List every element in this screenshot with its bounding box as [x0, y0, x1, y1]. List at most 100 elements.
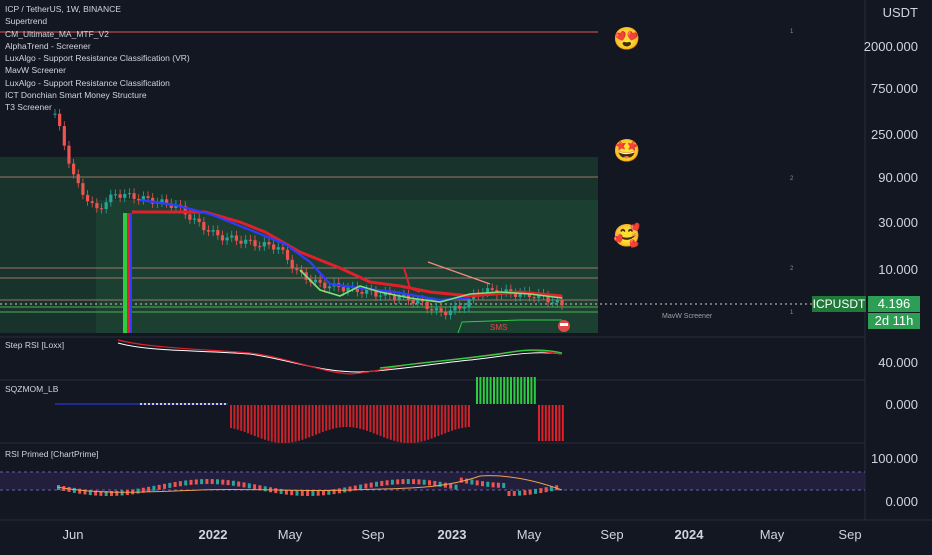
- sr-zone-inner: [96, 200, 598, 333]
- sqz-bar: [260, 405, 263, 439]
- candle-body: [85, 194, 90, 202]
- rsi-candle: [438, 481, 442, 487]
- rsi-candle: [332, 489, 336, 495]
- indicator-name[interactable]: LuxAlgo - Support Resistance Classificat…: [5, 53, 190, 64]
- rsi-candle: [258, 485, 262, 491]
- sqzmom-title[interactable]: SQZMOM_LB: [5, 384, 59, 394]
- rsi-candle: [412, 479, 416, 485]
- candle-body: [62, 126, 66, 146]
- sqz-bar: [523, 377, 526, 404]
- indicator-name[interactable]: ICT Donchian Smart Money Structure: [5, 90, 147, 101]
- candle-body: [99, 208, 104, 210]
- sqz-bar: [355, 405, 358, 429]
- sqz-bar: [417, 405, 419, 443]
- candle-body: [518, 292, 522, 297]
- rsi-candle: [290, 490, 294, 496]
- candle-body: [202, 222, 206, 231]
- rsi-candle: [337, 488, 341, 494]
- sqz-bar: [304, 405, 307, 439]
- step-rsi-title[interactable]: Step RSI [Loxx]: [5, 340, 65, 350]
- ma-line: [139, 198, 471, 302]
- candle-body: [267, 242, 271, 245]
- step-rsi-signal: [379, 349, 563, 369]
- rsi-candle: [168, 482, 172, 488]
- sqz-bar: [503, 377, 506, 404]
- candle-body: [53, 113, 57, 115]
- sqz-bar: [496, 377, 499, 404]
- time-label: 2022: [198, 527, 228, 542]
- sqz-bar: [413, 405, 416, 443]
- sqz-bar: [520, 377, 523, 404]
- rsi-candle: [99, 490, 103, 496]
- candle-body: [285, 249, 290, 260]
- candle-body: [253, 240, 257, 247]
- sqz-bar: [510, 377, 512, 404]
- rsi-candle: [231, 480, 235, 486]
- sqz-bar: [393, 405, 396, 441]
- sqz-dot: [160, 403, 162, 405]
- rsi-primed-title[interactable]: RSI Primed [ChartPrime]: [5, 449, 99, 459]
- sqz-bar: [318, 405, 321, 434]
- indicator-name[interactable]: Supertrend: [5, 16, 48, 27]
- candle-body: [132, 193, 136, 199]
- sqz-bar: [389, 405, 392, 440]
- candle-body: [430, 309, 434, 311]
- rsi-candle: [141, 487, 145, 493]
- rsi-candle: [380, 480, 384, 486]
- sqz-bar: [321, 405, 324, 433]
- rsi-candle: [518, 490, 522, 496]
- candle-body: [113, 194, 118, 196]
- indicator-name[interactable]: LuxAlgo - Support Resistance Classificat…: [5, 77, 170, 88]
- indicator-name[interactable]: T3 Screener: [5, 102, 52, 113]
- trendline: [427, 261, 491, 285]
- sqz-bar: [379, 405, 382, 437]
- sqz-bar: [403, 405, 406, 443]
- sqz-dot: [196, 403, 198, 405]
- time-label: May: [516, 527, 542, 542]
- time-label: Jun: [62, 527, 84, 542]
- sqz-bar: [308, 405, 311, 438]
- candle-body: [318, 279, 322, 283]
- rsi-candle: [200, 479, 204, 485]
- last-price-badge: ICPUSDT 4.196 2d 11h: [812, 296, 920, 330]
- sqz-bar: [372, 405, 375, 434]
- candle-body: [72, 163, 76, 175]
- sqz-dot: [148, 403, 150, 405]
- rsi-candle: [385, 480, 389, 486]
- step-rsi-line: [117, 342, 563, 373]
- candle-body: [458, 305, 462, 309]
- sqz-bar: [369, 405, 372, 433]
- sqz-bar: [315, 405, 317, 435]
- sqz-bar: [476, 377, 478, 404]
- rsi-candle: [189, 479, 193, 485]
- sqz-bar: [499, 377, 502, 404]
- badge-countdown: 2d 11h: [868, 313, 920, 329]
- rsi-candle: [443, 482, 447, 488]
- sqz-bar: [257, 405, 260, 438]
- sqz-bar: [270, 405, 273, 442]
- supertrend-line: [403, 267, 421, 293]
- rsi-candle: [163, 483, 166, 489]
- candle-body: [365, 289, 369, 294]
- sqz-bar: [489, 377, 492, 404]
- indicator-name[interactable]: AlphaTrend - Screener: [5, 40, 91, 51]
- indicator-name[interactable]: MavW Screener: [5, 65, 66, 76]
- candle-body: [230, 235, 234, 238]
- rsi-candle: [396, 479, 400, 485]
- candle-body: [206, 230, 211, 232]
- sqz-bar: [250, 405, 253, 435]
- sqz-bar: [420, 405, 423, 442]
- sqz-bar: [558, 405, 561, 441]
- sqz-bar: [338, 405, 341, 428]
- sqz-bar: [240, 405, 243, 431]
- sqz-bar: [294, 405, 297, 442]
- sqz-bar: [513, 377, 516, 404]
- symbol-title[interactable]: ICP / TetherUS, 1W, BINANCE: [5, 4, 121, 14]
- candle-body: [272, 244, 276, 250]
- indicator-name[interactable]: CM_Ultimate_MA_MTF_V2: [5, 28, 109, 39]
- sqz-bar: [464, 405, 467, 428]
- sqz-bar: [427, 405, 430, 440]
- candle-body: [276, 247, 280, 250]
